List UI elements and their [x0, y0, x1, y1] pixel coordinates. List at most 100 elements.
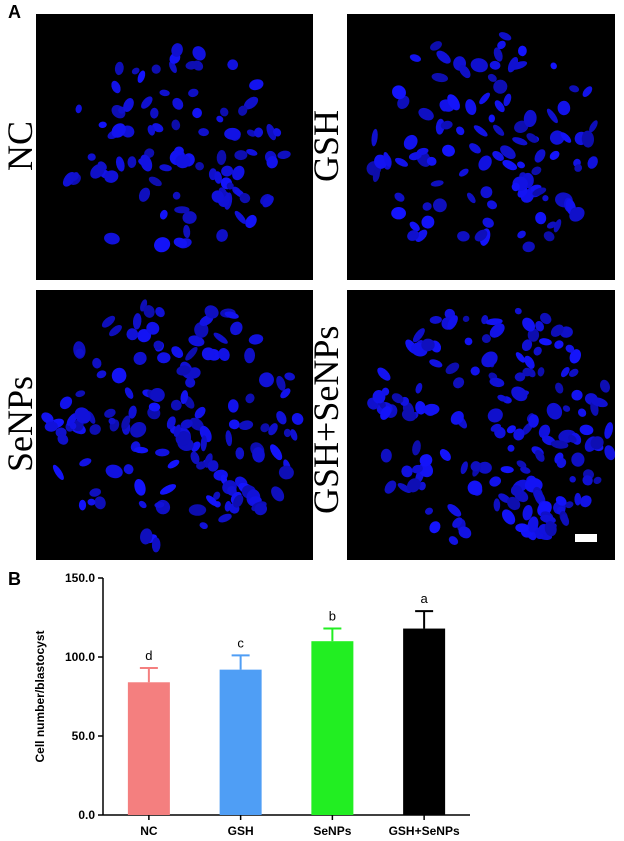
nucleus — [489, 377, 505, 388]
nucleus — [111, 80, 121, 94]
nucleus — [152, 123, 164, 133]
nucleus — [216, 115, 224, 123]
nucleus — [154, 237, 171, 253]
nucleus — [460, 461, 468, 475]
nucleus — [555, 496, 567, 506]
nucleus — [190, 451, 200, 465]
nucleus — [574, 164, 583, 172]
nucleus — [189, 417, 204, 431]
nucleus — [604, 445, 615, 461]
nucleus — [126, 328, 139, 341]
nucleus — [253, 127, 264, 138]
nucleus — [171, 119, 181, 131]
nucleus — [167, 459, 180, 469]
nucleus — [422, 202, 432, 211]
nucleus — [502, 159, 517, 171]
nucleus — [98, 121, 107, 129]
nucleus — [159, 89, 170, 97]
nucleus — [194, 406, 206, 419]
nucleus — [192, 107, 203, 119]
nucleus — [216, 150, 227, 165]
nucleus — [97, 161, 107, 171]
nucleus — [394, 192, 405, 202]
nucleus — [148, 402, 161, 412]
nucleus — [406, 478, 421, 493]
nucleus — [105, 464, 123, 479]
nucleus — [134, 478, 146, 496]
nucleus — [416, 147, 429, 156]
nucleus — [550, 62, 557, 70]
nucleus — [224, 311, 239, 319]
nucleus — [562, 405, 571, 412]
nucleus — [174, 146, 184, 156]
nuclei-layer — [62, 43, 291, 253]
nucleus — [199, 522, 208, 529]
nucleus — [448, 536, 459, 546]
nucleus — [479, 92, 491, 105]
nucleus — [544, 521, 557, 537]
nucleus — [535, 211, 547, 225]
micrograph-senps — [36, 290, 313, 560]
x-tick-label: SeNPs — [313, 824, 351, 838]
nucleus — [411, 464, 423, 474]
y-tick-label: 150.0 — [65, 571, 95, 585]
nucleus — [109, 324, 122, 337]
nucleus — [470, 366, 480, 376]
nucleus — [579, 424, 594, 436]
nucleus — [426, 156, 437, 166]
nucleus — [104, 232, 120, 245]
nucleus — [130, 422, 147, 438]
y-tick-label: 100.0 — [65, 650, 95, 664]
nucleus — [104, 408, 116, 418]
nucleus — [153, 340, 163, 351]
nucleus — [557, 100, 571, 116]
nucleus — [228, 419, 240, 430]
nucleus — [133, 351, 147, 365]
nucleus — [481, 351, 498, 368]
nucleus — [154, 501, 165, 508]
bar — [127, 682, 170, 815]
nucleus — [412, 440, 421, 456]
nucleus — [569, 206, 585, 222]
nucleus — [489, 476, 502, 487]
nucleus — [182, 211, 197, 224]
nucleus — [132, 313, 142, 330]
y-tick-label: 50.0 — [72, 729, 96, 743]
nucleus — [66, 413, 78, 426]
nucleus — [230, 321, 243, 336]
nucleus — [180, 390, 189, 405]
scale-bar — [575, 534, 597, 542]
nucleus — [473, 125, 488, 137]
nucleus — [140, 528, 153, 545]
nucleus — [540, 514, 556, 524]
y-tick-label: 0.0 — [78, 808, 95, 822]
nucleus — [522, 317, 536, 332]
nucleus — [485, 318, 503, 326]
nucleus — [140, 154, 153, 172]
nucleus — [180, 419, 193, 429]
nucleus — [457, 231, 470, 242]
nucleus — [507, 444, 515, 452]
nucleus — [187, 367, 201, 379]
nucleus — [266, 123, 277, 141]
nucleus — [487, 408, 503, 423]
nucleus — [540, 312, 552, 325]
nucleus — [104, 170, 119, 183]
nucleus — [171, 346, 184, 358]
significance-label: b — [329, 609, 336, 624]
nucleus — [216, 229, 228, 242]
nucleus — [89, 488, 102, 497]
significance-label: c — [237, 635, 244, 650]
bar — [219, 669, 262, 815]
y-axis-label: Cell number/blastocyst — [33, 630, 47, 762]
nucleus — [176, 365, 191, 376]
nucleus — [195, 162, 204, 171]
bar — [311, 641, 354, 815]
nucleus — [582, 475, 593, 486]
nucleus — [69, 422, 77, 430]
nucleus — [489, 323, 505, 338]
nucleus — [380, 448, 392, 463]
nucleus — [522, 367, 532, 377]
nucleus — [147, 125, 155, 136]
nucleus — [185, 377, 196, 388]
